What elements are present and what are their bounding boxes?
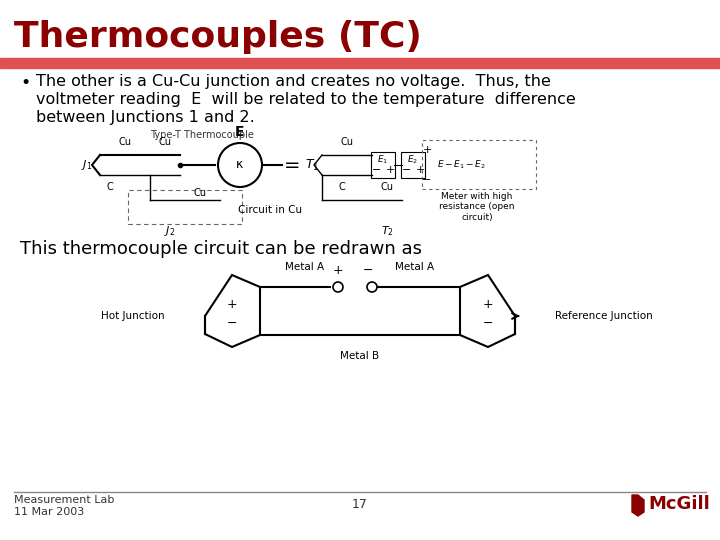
- Text: Metal A: Metal A: [395, 262, 435, 272]
- Text: Cu: Cu: [194, 188, 207, 198]
- Text: Meter with high
resistance (open
circuit): Meter with high resistance (open circuit…: [439, 192, 515, 222]
- Text: $E_2$: $E_2$: [408, 154, 418, 166]
- Text: +: +: [482, 299, 493, 312]
- Polygon shape: [632, 495, 644, 516]
- Text: This thermocouple circuit can be redrawn as: This thermocouple circuit can be redrawn…: [20, 240, 422, 258]
- Text: voltmeter reading  E  will be related to the temperature  difference: voltmeter reading E will be related to t…: [36, 92, 576, 107]
- FancyBboxPatch shape: [401, 152, 425, 178]
- Text: κ: κ: [236, 159, 243, 172]
- Text: $J_2$: $J_2$: [164, 224, 176, 238]
- Text: Thermocouples (TC): Thermocouples (TC): [14, 20, 422, 54]
- Text: The other is a Cu-Cu junction and creates no voltage.  Thus, the: The other is a Cu-Cu junction and create…: [36, 74, 551, 89]
- Text: Metal A: Metal A: [285, 262, 325, 272]
- Text: between Junctions 1 and 2.: between Junctions 1 and 2.: [36, 110, 255, 125]
- Text: +: +: [227, 299, 238, 312]
- Bar: [0, 58, 720, 68]
- Polygon shape: [205, 275, 260, 347]
- Text: •: •: [20, 74, 30, 92]
- Text: 17: 17: [352, 498, 368, 511]
- Text: Circuit in Cu: Circuit in Cu: [238, 205, 302, 215]
- Text: $T_1$: $T_1$: [305, 158, 319, 173]
- Text: Cu: Cu: [158, 137, 171, 147]
- Text: Metal B: Metal B: [341, 351, 379, 361]
- Text: +: +: [333, 264, 343, 277]
- Text: Cu: Cu: [119, 137, 132, 147]
- Text: −: −: [363, 264, 373, 277]
- Text: −: −: [423, 175, 432, 185]
- Text: E: E: [235, 125, 245, 139]
- Text: $J_1$: $J_1$: [81, 158, 92, 172]
- Text: +: +: [415, 165, 425, 175]
- Text: +: +: [385, 165, 395, 175]
- Text: Type-T Thermocouple: Type-T Thermocouple: [150, 130, 254, 140]
- Text: Measurement Lab
11 Mar 2003: Measurement Lab 11 Mar 2003: [14, 495, 114, 517]
- Circle shape: [333, 282, 343, 292]
- Text: C: C: [107, 182, 113, 192]
- Circle shape: [218, 143, 262, 187]
- Text: −: −: [372, 165, 382, 175]
- Text: $E_1$: $E_1$: [377, 154, 389, 166]
- FancyBboxPatch shape: [371, 152, 395, 178]
- Text: $T_2$: $T_2$: [381, 224, 393, 238]
- Circle shape: [367, 282, 377, 292]
- Polygon shape: [460, 275, 515, 347]
- Text: Cu: Cu: [380, 182, 394, 192]
- Text: +: +: [423, 145, 432, 155]
- Text: C: C: [338, 182, 346, 192]
- Text: $E-E_1-E_2$: $E-E_1-E_2$: [437, 159, 486, 171]
- Text: Hot Junction: Hot Junction: [102, 311, 165, 321]
- Text: Cu: Cu: [341, 137, 354, 147]
- Text: −: −: [482, 316, 493, 329]
- Text: =: =: [284, 156, 300, 174]
- Text: −: −: [227, 316, 238, 329]
- Text: Reference Junction: Reference Junction: [555, 311, 653, 321]
- Text: McGill: McGill: [648, 495, 710, 513]
- Text: −: −: [402, 165, 412, 175]
